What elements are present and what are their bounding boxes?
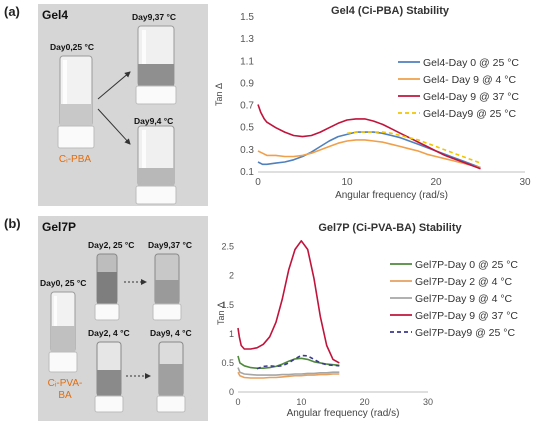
sample-label-a-line1: Cᵢ-PBA (58, 154, 92, 165)
sample-label-b-line2: BA (58, 390, 72, 401)
y-tick-label: 1.5 (240, 12, 254, 23)
series-line-3 (237, 367, 340, 376)
sample-label-b-line1: Cᵢ-PVA- (47, 378, 83, 389)
y-tick-label: 2.5 (221, 242, 234, 252)
panel-a-photo: Gel4 Day0,25 °C Day9,37 °C Day9,4 °C Cᵢ-… (38, 4, 208, 206)
vial-label-b-day2-4: Day2, 4 °C (88, 328, 130, 338)
x-axis-label: Angular frequency (rad/s) (335, 190, 448, 201)
y-tick-label: 1.5 (221, 300, 234, 310)
y-tick-label: 1.1 (240, 56, 254, 67)
series-line-2 (237, 371, 340, 379)
series-line-1 (237, 355, 340, 369)
gel4-stability-chart: Gel4 (Ci-PBA) Stability 0 10 20 30 0.1 0.3 0.5 0… (214, 5, 531, 201)
y-tick-label: 0.9 (240, 78, 254, 89)
series-line-4 (237, 239, 340, 364)
arrows-b (124, 279, 151, 379)
y-tick-label: 0 (229, 387, 234, 397)
vial-photo-a-day9-4 (135, 125, 177, 205)
legend-label-2: Gel4- Day 9 @ 4 °C (423, 74, 516, 86)
chart-title: Gel4 (Ci-PBA) Stability (331, 5, 450, 17)
chart-title: Gel7P (Ci-PVA-BA) Stability (318, 222, 462, 234)
vial-label-day0: Day0,25 °C (50, 42, 95, 52)
y-tick-label: 0.5 (240, 123, 254, 134)
legend-label-2: Gel7P-Day 2 @ 4 °C (415, 276, 513, 288)
series-line-5 (256, 354, 340, 370)
y-tick-label: 0.1 (240, 167, 254, 178)
x-tick-label: 30 (423, 397, 433, 407)
panel-b-photo: Gel7P Day0, 25 °C Day2, 25 °C Day9,37 °C… (38, 216, 208, 421)
vial-label-day9-4: Day9,4 °C (134, 116, 174, 126)
vial-photo-a-day0 (57, 55, 95, 149)
panel-a-gel-label: Gel4 (42, 8, 69, 22)
series-line-2 (257, 139, 481, 169)
x-tick-label: 20 (430, 177, 442, 188)
x-tick-label: 30 (519, 177, 531, 188)
x-tick-label: 0 (255, 177, 261, 188)
sample-label-a: Cᵢ-PBA (50, 154, 100, 166)
vial-photo-b-day9-4 (156, 341, 186, 413)
arrows-a (97, 71, 131, 145)
legend-label-4: Gel4-Day9 @ 25 °C (423, 108, 516, 120)
vial-photo-b-day2-25 (94, 253, 120, 321)
vial-label-b-day9-37: Day9,37 °C (148, 240, 193, 250)
vial-label-b-day0: Day0, 25 °C (40, 278, 87, 288)
legend-label-5: Gel7P-Day9 @ 25 °C (415, 327, 515, 339)
y-tick-label: 1 (229, 329, 234, 339)
y-axis-label: Tan Δ (214, 83, 224, 106)
x-tick-label: 10 (296, 397, 306, 407)
y-tick-label: 0.3 (240, 145, 254, 156)
legend-label-4: Gel7P-Day 9 @ 37 °C (415, 310, 518, 322)
panel-a-letter: (a) (4, 4, 20, 19)
x-tick-label: 0 (235, 397, 240, 407)
series-line-3 (257, 104, 481, 170)
series-line-1 (257, 131, 481, 169)
vial-photo-b-day2-4 (94, 341, 124, 413)
y-axis-label: Tan Δ (216, 302, 226, 325)
y-tick-label: 2 (229, 271, 234, 281)
vial-label-day9-37: Day9,37 °C (132, 12, 177, 22)
legend-label-1: Gel7P-Day 0 @ 25 °C (415, 259, 518, 271)
vial-label-b-day2-25: Day2, 25 °C (88, 240, 135, 250)
vial-photo-b-day9-37 (152, 253, 182, 321)
y-tick-label: 0.7 (240, 101, 254, 112)
gel7p-stability-chart: Gel7P (Ci-PVA-BA) Stability 0 10 20 30 0 0.5 1 1… (216, 222, 518, 419)
vial-photo-b-day0 (48, 291, 78, 373)
x-tick-label: 20 (360, 397, 370, 407)
x-axis-label: Angular frequency (rad/s) (287, 408, 400, 419)
series-line-4 (346, 131, 481, 164)
panel-b-gel-label: Gel7P (42, 220, 77, 234)
legend-label-3: Gel7P-Day 9 @ 4 °C (415, 293, 513, 305)
sample-label-b: Cᵢ-PVA- BA (40, 378, 90, 402)
y-tick-label: 0.5 (221, 358, 234, 368)
legend-label-1: Gel4-Day 0 @ 25 °C (423, 57, 519, 69)
vial-photo-a-day9-37 (135, 25, 177, 105)
x-tick-label: 10 (341, 177, 353, 188)
vial-label-b-day9-4: Day9, 4 °C (150, 328, 192, 338)
legend-label-3: Gel4-Day 9 @ 37 °C (423, 91, 519, 103)
y-tick-label: 1.3 (240, 34, 254, 45)
panel-b-letter: (b) (4, 216, 21, 231)
